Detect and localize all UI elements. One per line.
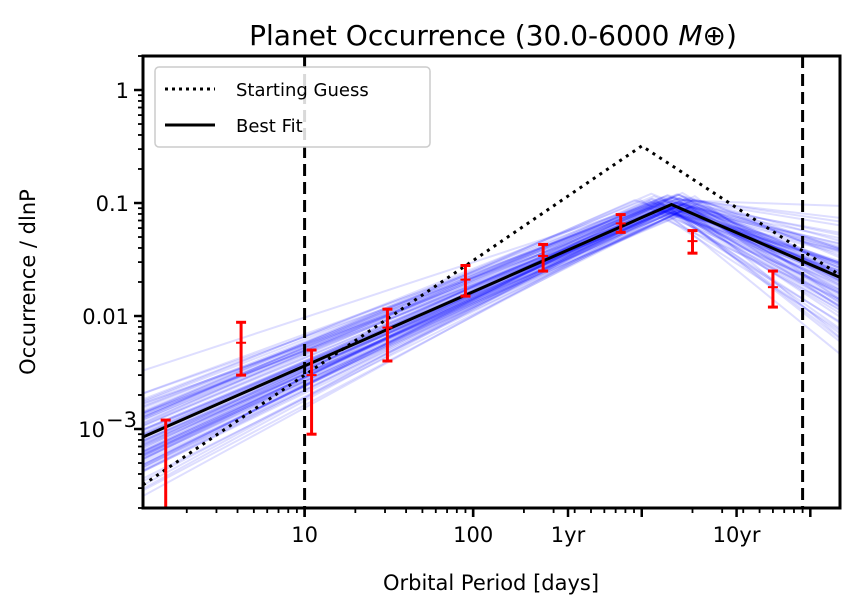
y-tick-label-superscript: −3 bbox=[106, 408, 137, 432]
posterior-sample-line bbox=[143, 204, 840, 458]
posterior-sample-line bbox=[143, 198, 840, 372]
posterior-sample-line bbox=[143, 200, 840, 434]
posterior-sample-line bbox=[143, 204, 840, 449]
posterior-sample-line bbox=[143, 204, 840, 490]
posterior-sample-line bbox=[143, 213, 840, 444]
posterior-sample-line bbox=[143, 209, 840, 415]
chart-title: Planet Occurrence (30.0-6000 M⊕) bbox=[249, 19, 737, 52]
legend-box bbox=[154, 66, 431, 148]
series-group bbox=[143, 144, 840, 487]
posterior-sample-line bbox=[143, 199, 840, 457]
posterior-sample-line bbox=[143, 206, 840, 460]
data-points-group bbox=[160, 213, 778, 508]
posterior-sample-line bbox=[143, 197, 840, 425]
posterior-sample-line bbox=[143, 207, 840, 395]
posterior-sample-line bbox=[143, 193, 840, 419]
posterior-sample-line bbox=[143, 199, 840, 417]
posterior-sample-line bbox=[143, 196, 840, 438]
posterior-sample-line bbox=[143, 207, 840, 480]
posterior-sample-line bbox=[143, 199, 840, 442]
chart-title-symbol: M⊕ bbox=[678, 19, 726, 52]
posterior-sample-line bbox=[143, 207, 840, 497]
posterior-sample-line bbox=[143, 201, 840, 395]
x-tick-label: 10yr bbox=[713, 523, 761, 547]
legend-label-starting-guess: Starting Guess bbox=[236, 80, 369, 101]
y-axis-ticks: 10 −3 0.01 0.1 1 bbox=[78, 55, 143, 509]
posterior-sample-line bbox=[143, 201, 840, 426]
posterior-sample-line bbox=[143, 194, 840, 425]
posterior-sample-line bbox=[143, 193, 840, 436]
posterior-sample-line bbox=[143, 211, 840, 487]
posterior-sample-line bbox=[143, 203, 840, 468]
posterior-sample-line bbox=[143, 201, 840, 455]
chart-title-text: Planet Occurrence (30.0-6000 bbox=[249, 19, 678, 52]
y-tick-label: 0.1 bbox=[96, 192, 129, 216]
posterior-samples-group bbox=[143, 191, 840, 497]
posterior-sample-line bbox=[143, 211, 840, 405]
posterior-sample-line bbox=[143, 211, 840, 456]
posterior-sample-line bbox=[143, 199, 840, 419]
posterior-sample-line bbox=[143, 206, 840, 416]
posterior-sample-line bbox=[143, 195, 840, 469]
posterior-sample-line bbox=[143, 195, 840, 461]
posterior-sample-line bbox=[143, 195, 840, 402]
posterior-sample-line bbox=[143, 195, 840, 414]
legend-label-best-fit: Best Fit bbox=[236, 116, 303, 137]
posterior-sample-line bbox=[143, 202, 840, 441]
posterior-sample-line bbox=[143, 197, 840, 431]
posterior-sample-line bbox=[143, 202, 840, 467]
best-fit-line bbox=[143, 202, 840, 439]
starting-guess-line bbox=[143, 144, 840, 487]
posterior-sample-line bbox=[143, 211, 840, 492]
posterior-sample-line bbox=[143, 204, 840, 465]
posterior-sample-line bbox=[143, 208, 840, 448]
posterior-sample-line bbox=[143, 197, 840, 412]
posterior-sample-line bbox=[143, 198, 840, 460]
x-tick-label: 1yr bbox=[551, 523, 586, 547]
posterior-sample-line bbox=[143, 200, 840, 451]
posterior-sample-line bbox=[143, 192, 840, 414]
posterior-sample-line bbox=[143, 200, 840, 410]
chart-title-close: ) bbox=[726, 19, 737, 52]
posterior-sample-line bbox=[143, 198, 840, 443]
posterior-sample-line bbox=[143, 193, 840, 453]
posterior-sample-line bbox=[143, 201, 840, 407]
posterior-sample-line bbox=[143, 201, 840, 431]
posterior-sample-line bbox=[143, 209, 840, 443]
posterior-sample-line bbox=[143, 203, 840, 466]
posterior-sample-line bbox=[143, 209, 840, 414]
posterior-sample-line bbox=[143, 196, 840, 401]
posterior-sample-line bbox=[143, 197, 840, 472]
posterior-sample-line bbox=[143, 197, 840, 418]
posterior-sample-line bbox=[143, 205, 840, 463]
posterior-sample-line bbox=[143, 202, 840, 458]
posterior-sample-line bbox=[143, 202, 840, 403]
posterior-sample-line bbox=[143, 200, 840, 456]
posterior-sample-line bbox=[143, 194, 840, 421]
posterior-sample-line bbox=[143, 211, 840, 442]
posterior-sample-line bbox=[143, 204, 840, 446]
x-tick-label: 10 bbox=[291, 523, 318, 547]
posterior-sample-line bbox=[143, 204, 840, 453]
x-axis-label: Orbital Period [days] bbox=[383, 571, 599, 595]
posterior-sample-line bbox=[143, 209, 840, 431]
posterior-sample-line bbox=[143, 199, 840, 468]
y-tick-label: 10 bbox=[78, 418, 105, 442]
y-axis-label: Occurrence / dlnP bbox=[16, 189, 40, 375]
legend: Starting Guess Best Fit bbox=[154, 66, 431, 148]
posterior-sample-line bbox=[143, 210, 840, 447]
posterior-sample-line bbox=[143, 201, 840, 472]
posterior-sample-line bbox=[143, 200, 840, 473]
posterior-sample-line bbox=[143, 205, 840, 405]
y-tick-label: 0.01 bbox=[82, 305, 129, 329]
x-axis-ticks: 10 100 1yr 10yr bbox=[185, 508, 812, 547]
y-tick-label: 1 bbox=[116, 79, 129, 103]
posterior-sample-line bbox=[143, 203, 840, 459]
x-tick-label: 100 bbox=[453, 523, 493, 547]
